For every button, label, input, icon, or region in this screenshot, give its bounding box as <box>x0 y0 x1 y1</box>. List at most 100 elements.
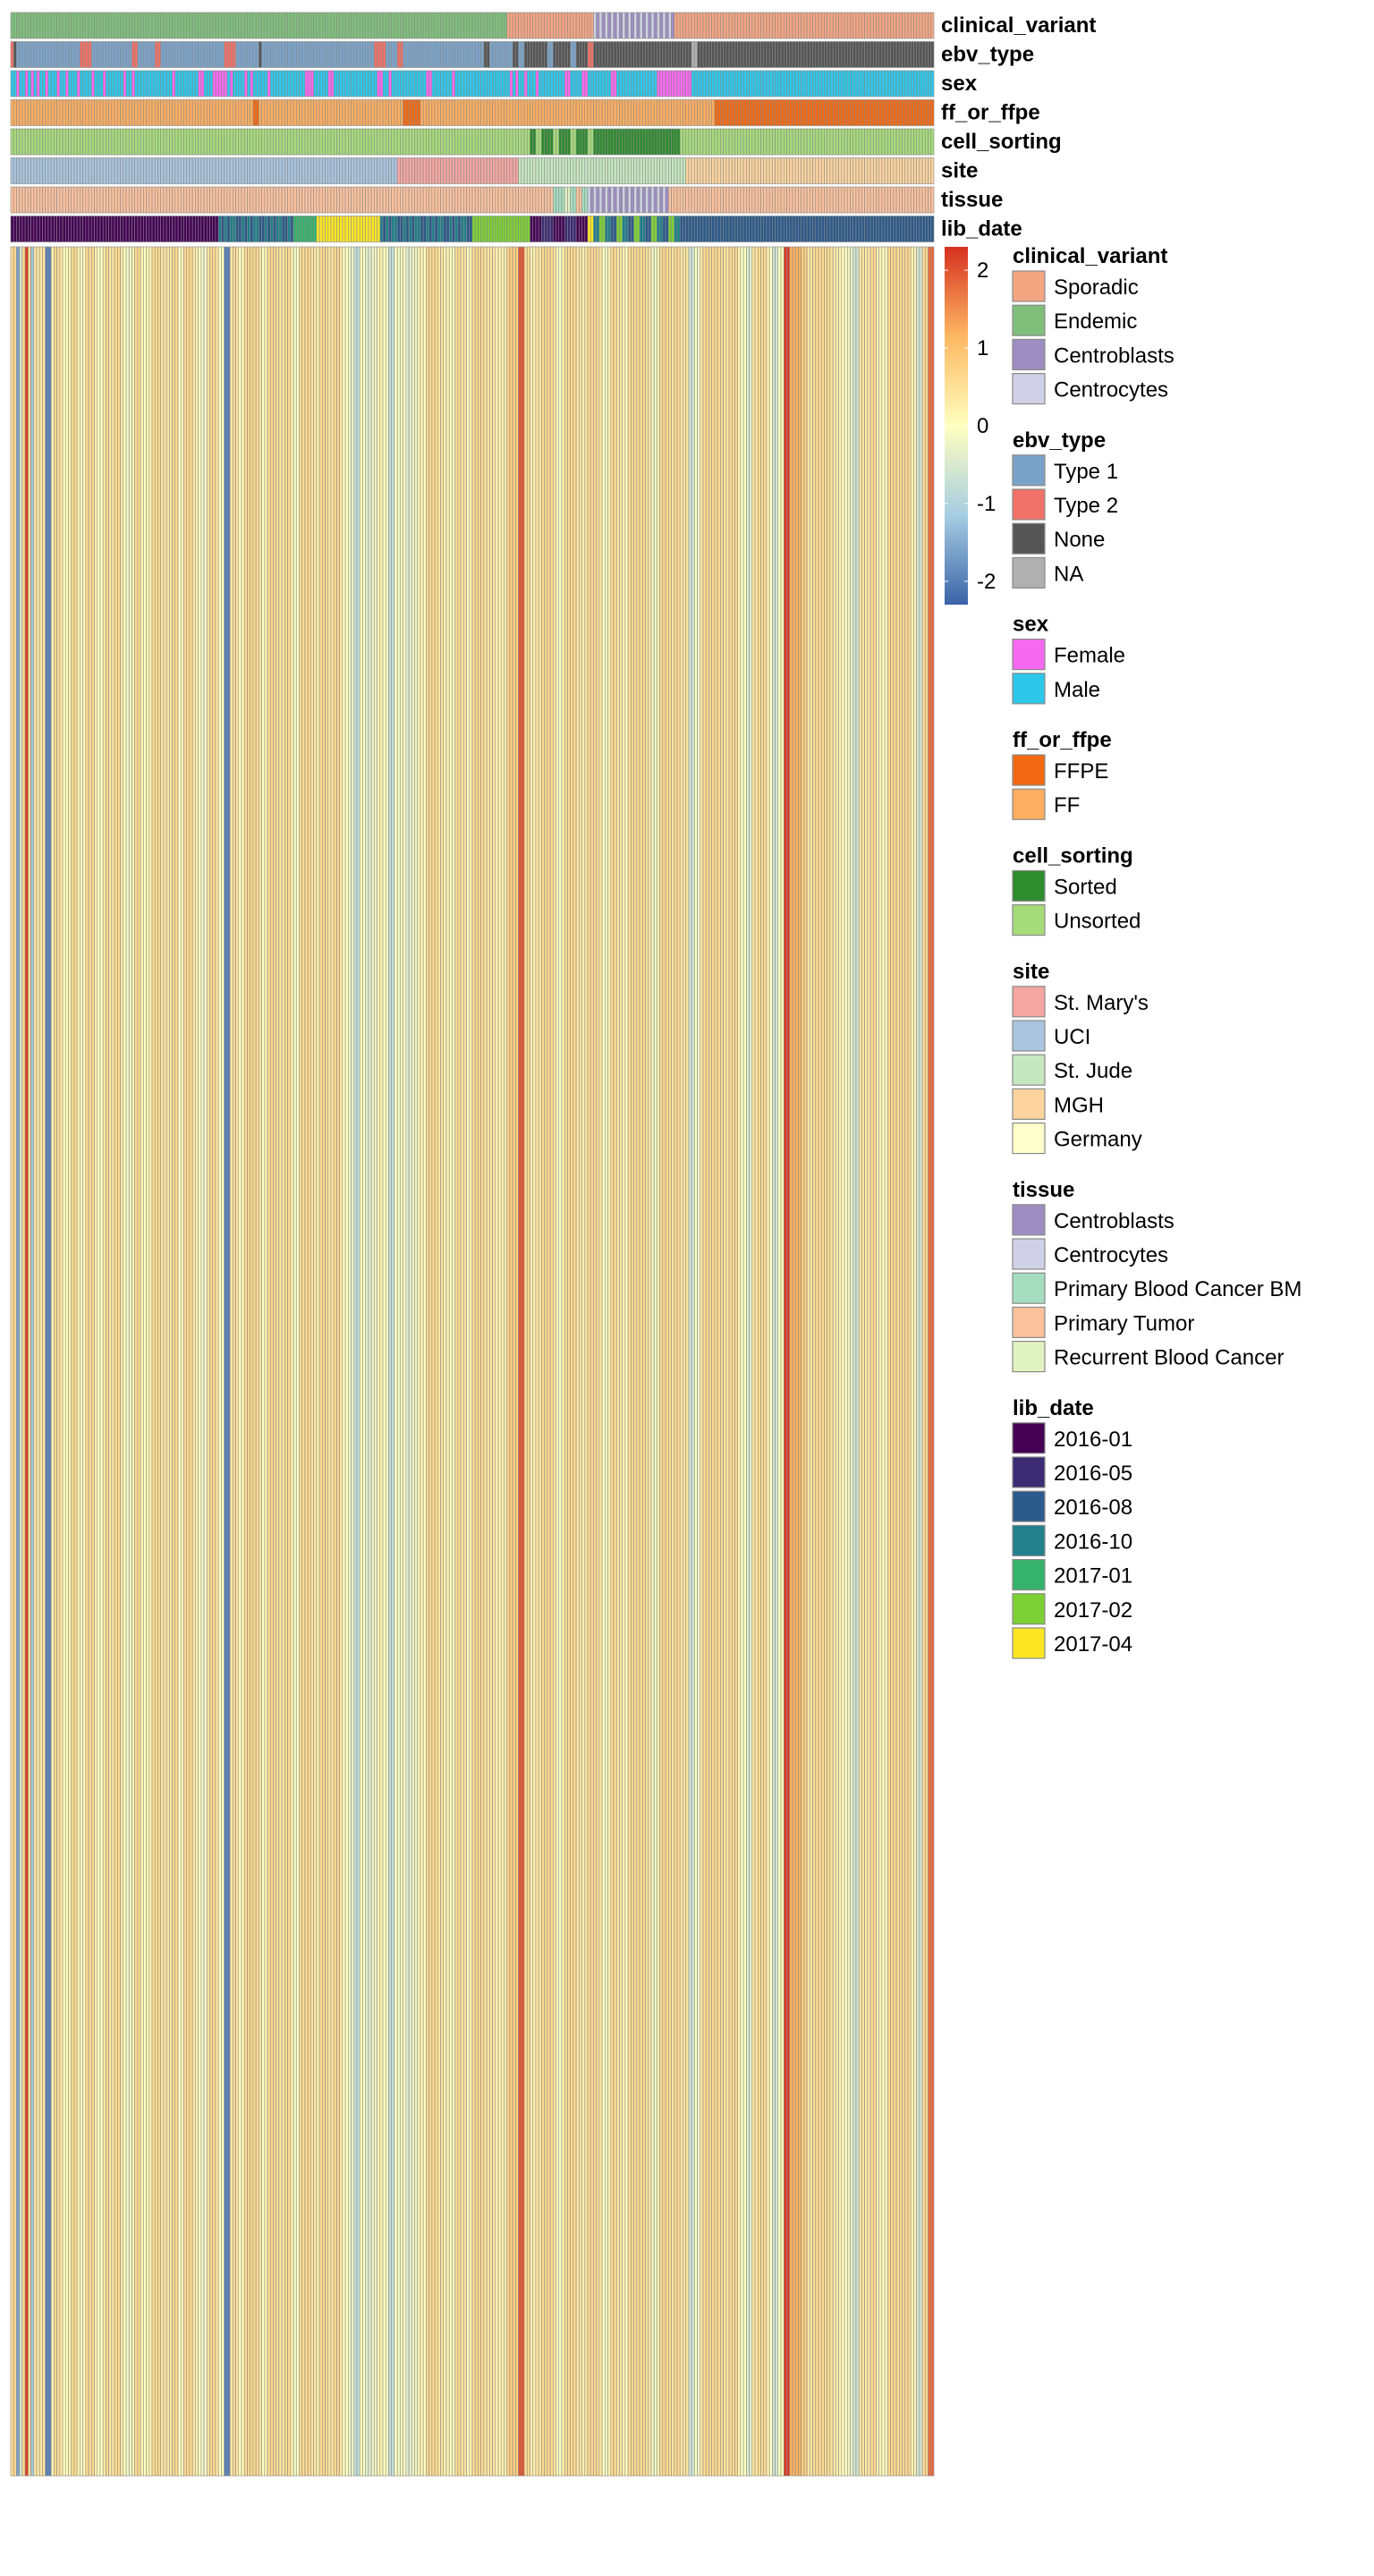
track-cell <box>478 70 481 97</box>
track-cell <box>318 128 323 156</box>
track-cell <box>318 12 323 39</box>
track-cell <box>229 216 233 242</box>
heatmap-cell <box>452 246 455 2477</box>
track-cell <box>276 70 280 97</box>
track-cell <box>627 216 632 242</box>
track-cell <box>907 186 912 214</box>
track-cell <box>504 12 508 39</box>
legend-swatch <box>1012 903 1046 936</box>
track-cell <box>177 186 182 214</box>
track-cell <box>125 128 130 156</box>
track-cell <box>925 99 929 126</box>
track-cell <box>108 157 113 184</box>
track-cell <box>518 41 522 68</box>
track-cell <box>114 216 118 242</box>
track-cell <box>106 41 109 68</box>
track-cell <box>552 128 556 156</box>
track-cell <box>887 70 891 97</box>
track-cell <box>24 41 29 68</box>
track-cell <box>321 128 326 156</box>
track-cell <box>615 157 620 184</box>
track-cell <box>657 128 660 156</box>
track-cell <box>59 41 64 68</box>
track-cell <box>587 12 591 39</box>
track-cell <box>212 216 216 242</box>
track-cell <box>541 216 545 242</box>
track-cell <box>893 99 897 126</box>
track-cell <box>720 12 724 39</box>
track-cell <box>639 157 643 184</box>
track-cell <box>615 128 620 156</box>
track-cell <box>570 99 574 126</box>
track-cell <box>284 128 288 156</box>
track-cell <box>38 186 43 214</box>
track-cell <box>532 128 537 156</box>
heatmap-cell <box>45 246 49 2477</box>
track-cell <box>68 216 72 242</box>
track-cell <box>183 99 188 126</box>
track-cell <box>596 157 600 184</box>
heatmap-cell <box>377 246 381 2477</box>
track-cell <box>114 128 118 156</box>
track-cell <box>299 12 303 39</box>
track-cell <box>801 186 805 214</box>
track-cell <box>495 99 499 126</box>
track-cell <box>581 70 586 97</box>
track-cell <box>160 186 165 214</box>
track-cell <box>385 186 389 214</box>
track-cell <box>287 70 292 97</box>
track-cell <box>512 41 516 68</box>
heatmap-cell <box>570 246 574 2477</box>
track-cell <box>921 70 926 97</box>
heatmap-cell <box>64 246 69 2477</box>
legend-label: Type 1 <box>1054 460 1118 484</box>
track-cell <box>763 99 768 126</box>
heatmap-cell <box>615 246 620 2477</box>
track-cell <box>627 157 632 184</box>
track-cell <box>42 128 47 156</box>
track-cell <box>812 70 817 97</box>
track-cell <box>287 41 292 68</box>
track-cell <box>102 157 106 184</box>
track-cell <box>120 41 124 68</box>
track-cell <box>558 70 563 97</box>
heatmap-cell <box>21 246 26 2477</box>
track-cell <box>691 216 695 242</box>
legend-label: Sporadic <box>1054 275 1139 300</box>
track-site <box>10 157 935 184</box>
track-cell <box>913 216 917 242</box>
track-cell <box>884 216 888 242</box>
track-cell <box>233 12 236 39</box>
heatmap-cell <box>515 246 519 2477</box>
track-cell <box>189 70 193 97</box>
track-cell <box>913 70 917 97</box>
track-cell <box>705 216 709 242</box>
track-cell <box>68 99 72 126</box>
track-cell <box>697 41 701 68</box>
heatmap-cell <box>24 246 29 2477</box>
heatmap-cell <box>622 246 626 2477</box>
track-cell <box>887 157 891 184</box>
track-cell <box>763 12 768 39</box>
track-cell <box>310 70 314 97</box>
colorbar-gradient <box>945 247 968 605</box>
colorbar-tick-label: 2 <box>977 258 988 283</box>
track-cell <box>589 157 594 184</box>
heatmap-cell <box>711 246 716 2477</box>
track-cell <box>68 157 72 184</box>
track-cell <box>463 12 467 39</box>
track-cell <box>154 99 158 126</box>
heatmap-cell <box>97 246 101 2477</box>
track-cell <box>798 128 802 156</box>
heatmap-cell <box>408 246 412 2477</box>
track-cell <box>394 99 398 126</box>
track-cell <box>783 216 787 242</box>
heatmap-cell <box>506 246 511 2477</box>
heatmap-cell <box>403 246 407 2477</box>
track-cell <box>792 70 796 97</box>
track-cell <box>887 99 891 126</box>
track-cell <box>233 186 236 214</box>
track-cell <box>728 70 733 97</box>
